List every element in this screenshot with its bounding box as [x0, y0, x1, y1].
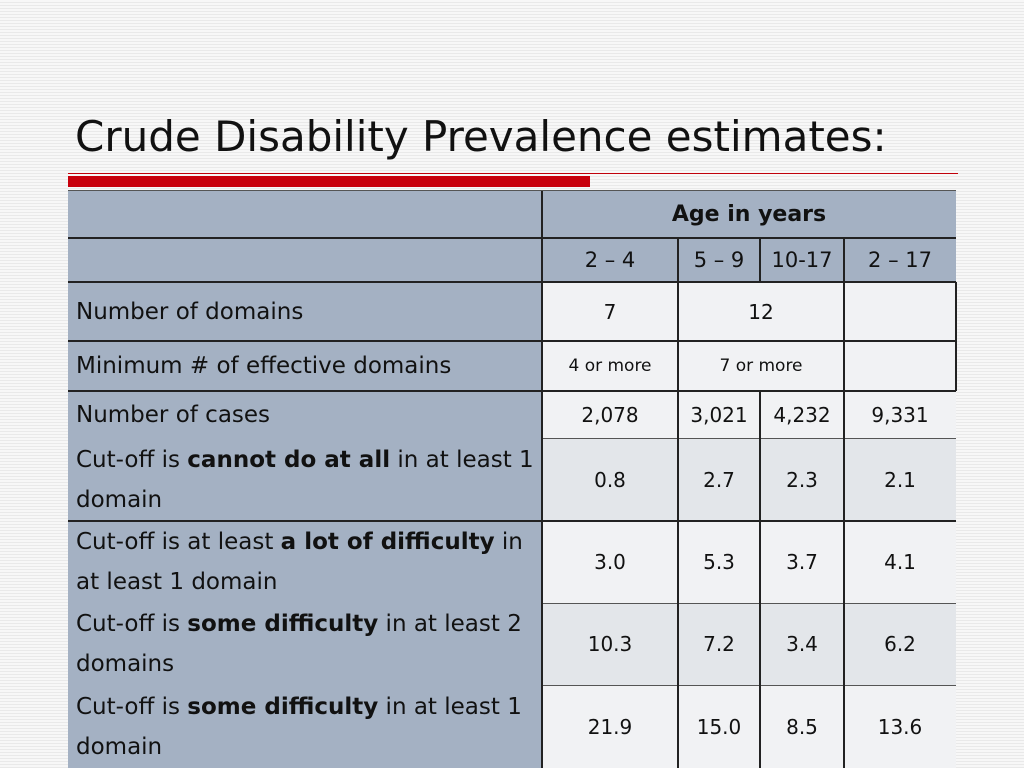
table-col-rule	[759, 391, 761, 768]
table-border-top	[68, 190, 956, 191]
table-cell	[844, 282, 956, 341]
row-label-number-of-cases: Number of cases	[68, 391, 542, 438]
row-label-cannot-do-at-all: Cut-off is cannot do at all in at least …	[68, 438, 542, 521]
table-cell: 10.3	[542, 603, 678, 685]
table-rule	[68, 520, 956, 522]
table-cell: 3.4	[760, 603, 844, 685]
column-header-10-17: 10-17	[760, 238, 844, 282]
table-cell: 13.6	[844, 685, 956, 768]
table-cell: 8.5	[760, 685, 844, 768]
table-cell: 7 or more	[678, 341, 844, 391]
table-cell: 4,232	[760, 391, 844, 438]
table-rule	[68, 390, 956, 392]
row-label-number-of-domains: Number of domains	[68, 282, 542, 341]
column-header-5-9: 5 – 9	[678, 238, 760, 282]
table-cell: 9,331	[844, 391, 956, 438]
title-rule-thick	[68, 176, 590, 187]
table-cell: 3,021	[678, 391, 760, 438]
table-rule	[542, 438, 956, 439]
column-header-2-17: 2 – 17	[844, 238, 956, 282]
table-cell: 15.0	[678, 685, 760, 768]
row-label-a-lot-of-difficulty: Cut-off is at least a lot of difficulty …	[68, 521, 542, 603]
table-cell	[844, 341, 956, 391]
row-label-minimum-effective-domains: Minimum # of effective domains	[68, 341, 542, 391]
table-cell: 4 or more	[542, 341, 678, 391]
table-cell: 2.7	[678, 438, 760, 521]
row-label-some-difficulty-1-domain: Cut-off is some difficulty in at least 1…	[68, 685, 542, 768]
table-cell: 3.7	[760, 521, 844, 603]
table-col-rule	[955, 282, 957, 391]
table-col-rule	[843, 238, 845, 768]
row-label-text: Cut-off is at least a lot of difficulty …	[76, 529, 523, 595]
table-cell: 4.1	[844, 521, 956, 603]
table-cell: 2.1	[844, 438, 956, 521]
table-cell: 7.2	[678, 603, 760, 685]
header-blank-cell	[68, 191, 542, 238]
table-cell: 7	[542, 282, 678, 341]
row-label-some-difficulty-2-domains: Cut-off is some difficulty in at least 2…	[68, 603, 542, 685]
table-cell: 2.3	[760, 438, 844, 521]
table-cell: 0.8	[542, 438, 678, 521]
column-header-2-4: 2 – 4	[542, 238, 678, 282]
table-rule	[68, 237, 956, 239]
row-label-text: Cut-off is cannot do at all in at least …	[76, 446, 534, 513]
row-label-text: Cut-off is some difficulty in at least 1…	[76, 693, 522, 760]
table-cell: 6.2	[844, 603, 956, 685]
table-rule	[68, 340, 956, 342]
age-group-header: Age in years	[542, 191, 956, 238]
table-rule	[542, 603, 956, 604]
table-col-rule	[677, 282, 679, 768]
table-cell: 5.3	[678, 521, 760, 603]
row-label-text: Cut-off is some difficulty in at least 2…	[76, 611, 522, 677]
table-cell: 2,078	[542, 391, 678, 438]
header-blank-cell-2	[68, 238, 542, 282]
title-rule-thin	[68, 173, 958, 174]
table-cell: 12	[678, 282, 844, 341]
table-col-rule	[541, 191, 543, 768]
table-cell: 3.0	[542, 521, 678, 603]
table-rule	[542, 685, 956, 686]
table-cell: 21.9	[542, 685, 678, 768]
table-col-rule	[759, 238, 761, 282]
table-rule	[68, 281, 956, 283]
table-col-rule	[677, 238, 679, 282]
slide-title: Crude Disability Prevalence estimates:	[75, 112, 887, 161]
